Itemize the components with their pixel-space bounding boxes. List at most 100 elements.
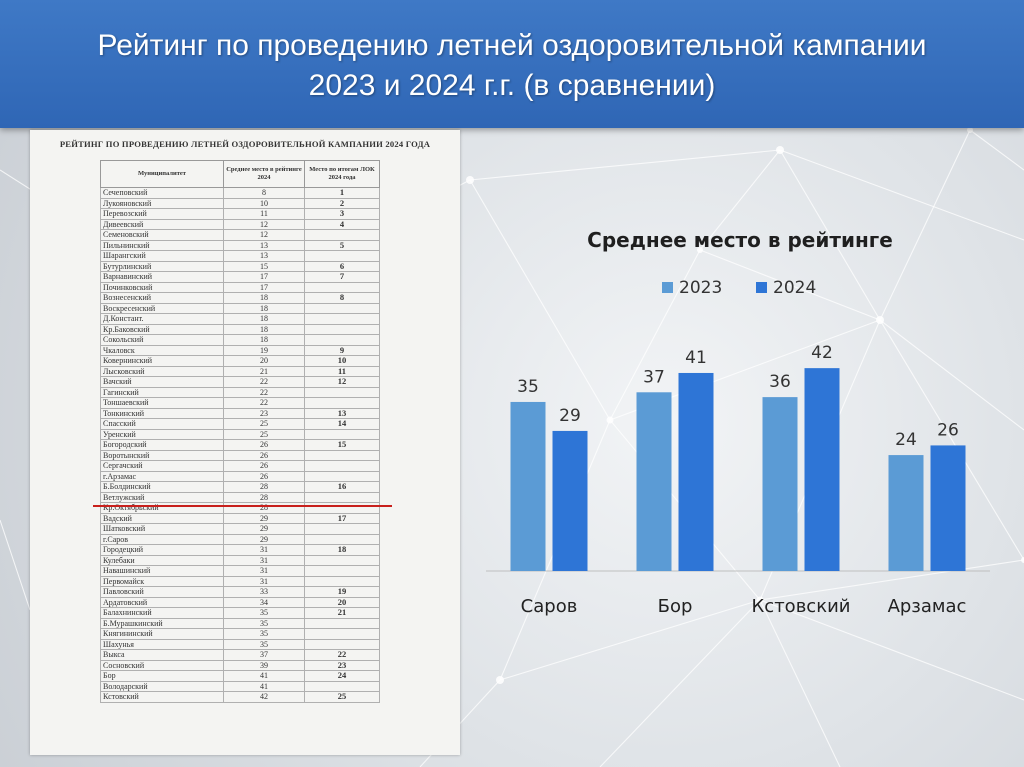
cell-final-place [304,302,380,314]
cell-final-place [304,313,380,325]
cell-average-place: 11 [223,208,305,220]
cell-average-place: 25 [223,418,305,430]
cell-average-place: 8 [223,187,305,199]
table-row: Бор 41 24 [100,670,380,682]
table-row: Вачский 22 12 [100,376,380,388]
slide-title-line-1: Рейтинг по проведению летней оздоровител… [97,29,927,62]
cell-average-place: 17 [223,281,305,293]
cell-final-place: 1 [304,187,380,199]
cell-municipality: Вознесенский [100,292,224,304]
table-row: Тонкинский 23 13 [100,407,380,419]
cell-average-place: 22 [223,386,305,398]
table-row: Спасский 25 14 [100,418,380,430]
table-row: Шарангский 13 [100,250,380,262]
cell-final-place [304,428,380,440]
cell-final-place: 9 [304,344,380,356]
cell-average-place: 20 [223,355,305,367]
cell-municipality: Кстовский [100,691,224,703]
cell-final-place [304,680,380,692]
cell-municipality: Балахнинский [100,607,224,619]
cell-municipality: Кр.Баковский [100,323,224,335]
bar-2023-0 [510,401,546,571]
table-row: Б.Болдинский 28 16 [100,481,380,493]
cell-average-place: 19 [223,344,305,356]
cell-municipality: Семеновский [100,229,224,241]
cell-municipality: Дивеевский [100,218,224,230]
cell-average-place: 21 [223,365,305,377]
cell-final-place [304,334,380,346]
cell-municipality: Варнавинский [100,271,224,283]
cell-final-place: 16 [304,481,380,493]
cell-final-place: 4 [304,218,380,230]
column-header-average-place: Среднее место в рейтинге 2024 [223,160,305,188]
category-label: Саров [521,596,578,617]
cell-average-place: 18 [223,313,305,325]
chart-title: Среднее место в рейтинге [587,228,893,252]
cell-average-place: 35 [223,638,305,650]
cell-final-place: 23 [304,659,380,671]
data-label: 41 [685,348,707,368]
cell-municipality: Сергачский [100,460,224,472]
cell-municipality: Починковский [100,281,224,293]
cell-municipality: Городецкий [100,544,224,556]
cell-municipality: Д.Констант. [100,313,224,325]
cell-final-place [304,533,380,545]
rating-document-scan: РЕЙТИНГ ПО ПРОВЕДЕНИЮ ЛЕТНЕЙ ОЗДОРОВИТЕЛ… [30,130,460,755]
table-row: Сосновский 39 23 [100,659,380,671]
bar-2024-1 [678,372,714,571]
cell-municipality: Бор [100,670,224,682]
cell-final-place: 8 [304,292,380,304]
cell-municipality: Б.Болдинский [100,481,224,493]
cell-final-place: 24 [304,670,380,682]
cell-average-place: 35 [223,607,305,619]
cell-municipality: Шахунья [100,638,224,650]
cell-average-place: 31 [223,575,305,587]
cell-municipality: Гагинский [100,386,224,398]
table-row: Ковернинский 20 10 [100,355,380,367]
cell-municipality: Перевозский [100,208,224,220]
cell-final-place [304,386,380,398]
table-row: Шатковский 29 [100,523,380,535]
cell-municipality: Кулебаки [100,554,224,566]
cell-average-place: 10 [223,197,305,209]
cell-final-place: 12 [304,376,380,388]
bar-2023-1 [636,392,672,571]
category-label: Арзамас [888,596,967,617]
table-row: Гагинский 22 [100,386,380,398]
cell-municipality: Тонкинский [100,407,224,419]
cell-average-place: 26 [223,460,305,472]
column-header-municipality: Муниципалитет [100,160,224,188]
column-header-final-place: Место по итогам ЛОК 2024 года [304,160,380,188]
cell-municipality: Уренский [100,428,224,440]
legend-label-2023: 2023 [679,278,722,298]
cell-final-place: 15 [304,439,380,451]
cell-municipality: Лысковский [100,365,224,377]
legend-swatch-2024 [756,282,767,293]
cell-average-place: 31 [223,544,305,556]
cell-average-place: 13 [223,250,305,262]
cell-average-place: 29 [223,523,305,535]
cell-final-place: 7 [304,271,380,283]
cell-final-place [304,565,380,577]
table-row: Городецкий 31 18 [100,544,380,556]
cell-average-place: 28 [223,481,305,493]
cell-average-place: 28 [223,491,305,503]
table-row: Тоншаевский 22 [100,397,380,409]
table-row: г.Арзамас 26 [100,470,380,482]
cell-final-place [304,575,380,587]
cell-final-place [304,628,380,640]
cell-average-place: 15 [223,260,305,272]
data-label: 29 [559,406,581,426]
cell-average-place: 13 [223,239,305,251]
table-row: Уренский 25 [100,428,380,440]
cell-final-place [304,617,380,629]
cell-final-place: 13 [304,407,380,419]
table-row: Вознесенский 18 8 [100,292,380,304]
table-row: Ардатовский 34 20 [100,596,380,608]
cell-average-place: 26 [223,439,305,451]
table-row: Бутурлинский 15 6 [100,260,380,272]
table-row: Семеновский 12 [100,229,380,241]
cell-average-place: 23 [223,407,305,419]
category-label: Бор [658,596,693,617]
cell-average-place: 22 [223,376,305,388]
